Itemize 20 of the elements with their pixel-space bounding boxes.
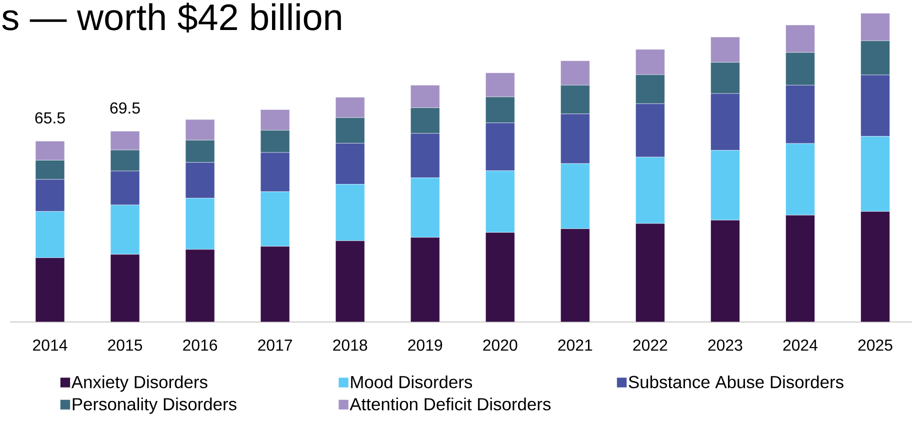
x-tick-label: 2018 <box>333 340 368 351</box>
x-tick-label: 2014 <box>33 340 68 351</box>
x-tick-label: 2015 <box>108 340 142 351</box>
legend-label: Substance Abuse Disorders <box>628 375 844 388</box>
x-tick-label: 2025 <box>858 340 892 351</box>
x-tick-label: 2022 <box>633 340 668 351</box>
x-tick-label: 2021 <box>558 340 592 351</box>
legend-label: Personality Disorders <box>72 398 236 414</box>
legend-label: Attention Deficit Disorders <box>350 398 551 410</box>
x-tick-label: 2024 <box>783 340 818 351</box>
x-tick-label: 2017 <box>258 340 292 351</box>
annotation: 69.5 <box>110 102 140 114</box>
x-tick-label: 2023 <box>708 340 742 351</box>
legend-label: Mood Disorders <box>351 375 472 388</box>
x-tick-label: 2016 <box>183 340 218 351</box>
x-tick-label: 2020 <box>483 340 518 351</box>
chart-title: s — worth $42 billion <box>2 2 341 33</box>
annotation: 65.5 <box>35 112 65 124</box>
x-tick-label: 2019 <box>408 340 442 351</box>
legend-label: Anxiety Disorders <box>71 375 208 392</box>
